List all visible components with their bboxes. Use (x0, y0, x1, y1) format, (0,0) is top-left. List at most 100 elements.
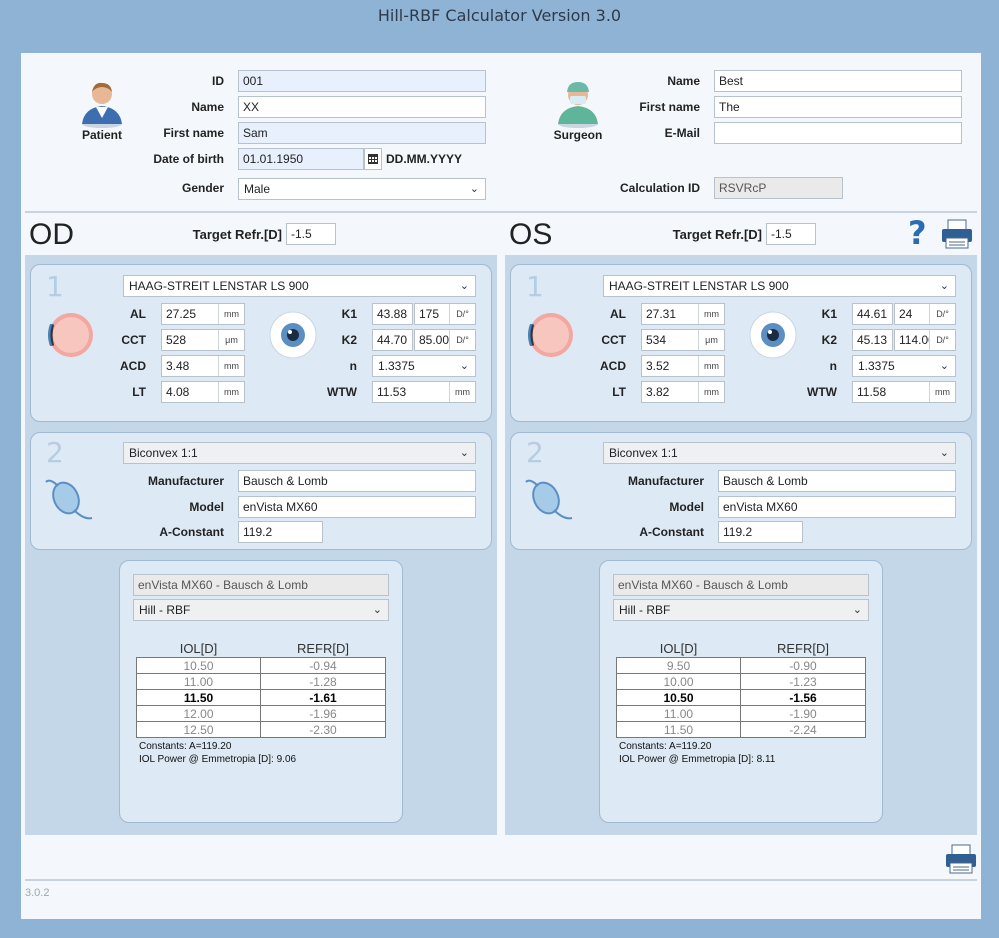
table-row[interactable]: 12.00 -1.96 (136, 705, 386, 722)
os-lens-type-select[interactable]: Biconvex 1:1 ⌄ (603, 442, 956, 464)
os-lt-input[interactable]: 3.82 mm (641, 381, 725, 403)
unit-mm: mm (698, 382, 724, 402)
patient-first-name-input[interactable]: Sam (238, 122, 486, 144)
od-target-label: Target Refr.[D] (192, 227, 282, 242)
help-icon[interactable]: ? (908, 214, 927, 252)
print-icon[interactable] (940, 218, 974, 250)
od-k2-axis-value: 85.00 (419, 333, 450, 347)
os-wtw-input[interactable]: 11.58 mm (852, 381, 956, 403)
surgeon-avatar-icon (554, 78, 602, 128)
os-manufacturer-input[interactable]: Bausch & Lomb (718, 470, 956, 492)
os-formula-select[interactable]: Hill - RBF ⌄ (613, 599, 869, 621)
unit-um: μm (218, 330, 244, 350)
surgeon-name-input[interactable]: Best (714, 70, 962, 92)
unit-mm: mm (449, 382, 475, 402)
od-manufacturer-input[interactable]: Bausch & Lomb (238, 470, 476, 492)
patient-avatar-icon (78, 78, 126, 128)
unit-diopter: D/° (929, 304, 955, 324)
os-target-input[interactable]: -1.5 (766, 223, 816, 245)
table-row[interactable]: 10.00 -1.23 (616, 673, 866, 690)
od-biometer-select[interactable]: HAAG-STREIT LENSTAR LS 900 ⌄ (123, 275, 476, 297)
od-k1-input[interactable]: 43.88 (372, 303, 413, 325)
od-k2-label: K2 (341, 333, 357, 347)
od-k1-axis-input[interactable]: 175 D/° (414, 303, 476, 325)
app-title: Hill-RBF Calculator Version 3.0 (377, 6, 622, 25)
od-formula-value: Hill - RBF (139, 603, 191, 617)
table-row-selected[interactable]: 10.50 -1.56 (616, 689, 866, 706)
od-aconst-input[interactable]: 119.2 (238, 521, 323, 543)
od-al-value: 27.25 (166, 307, 197, 321)
refr-cell: -0.90 (740, 657, 866, 674)
unit-mm: mm (218, 382, 244, 402)
os-cct-input[interactable]: 534 μm (641, 329, 725, 351)
od-wtw-value: 11.53 (377, 385, 407, 399)
os-cct-label: CCT (601, 333, 626, 347)
os-acd-label: ACD (600, 359, 626, 373)
os-constants: Constants: A=119.20 (619, 741, 712, 752)
os-k1-axis-input[interactable]: 24 D/° (894, 303, 956, 325)
os-n-select[interactable]: 1.3375 ⌄ (852, 355, 956, 377)
iol-cell: 12.50 (136, 721, 261, 738)
od-target-input[interactable]: -1.5 (286, 223, 336, 245)
od-biometer-value: HAAG-STREIT LENSTAR LS 900 (129, 279, 309, 293)
od-lt-value: 4.08 (166, 385, 190, 399)
table-row[interactable]: 9.50 -0.90 (616, 657, 866, 674)
od-lt-input[interactable]: 4.08 mm (161, 381, 245, 403)
surgeon-caption: Surgeon (553, 128, 603, 142)
od-formula-select[interactable]: Hill - RBF ⌄ (133, 599, 389, 621)
chevron-down-icon: ⌄ (469, 183, 479, 195)
surgeon-email-input[interactable] (714, 122, 962, 144)
os-aconst-input[interactable]: 119.2 (718, 521, 803, 543)
patient-id-label: ID (212, 74, 224, 88)
os-al-value: 27.31 (646, 307, 677, 321)
version-label: 3.0.2 (25, 887, 50, 899)
refr-cell: -2.24 (740, 721, 866, 738)
od-model-input[interactable]: enVista MX60 (238, 496, 476, 518)
od-heading: OD (29, 218, 74, 251)
calculation-id-field: RSVRcP (714, 177, 843, 199)
patient-id-input[interactable]: 001 (238, 70, 486, 92)
od-aconst-label: A-Constant (159, 525, 224, 539)
od-section-number-2: 2 (46, 436, 64, 469)
od-cct-label: CCT (121, 333, 146, 347)
os-model-input[interactable]: enVista MX60 (718, 496, 956, 518)
table-row[interactable]: 11.00 -1.90 (616, 705, 866, 722)
os-k2-input[interactable]: 45.13 (852, 329, 893, 351)
table-row[interactable]: 11.00 -1.28 (136, 673, 386, 690)
od-k2-axis-input[interactable]: 85.00 D/° (414, 329, 476, 351)
od-wtw-input[interactable]: 11.53 mm (372, 381, 476, 403)
os-acd-value: 3.52 (646, 359, 670, 373)
dob-label: Date of birth (153, 152, 224, 166)
print-icon[interactable] (944, 843, 978, 875)
table-row[interactable]: 11.50 -2.24 (616, 721, 866, 738)
table-row-selected[interactable]: 11.50 -1.61 (136, 689, 386, 706)
od-emmetropia-power: IOL Power @ Emmetropia [D]: 9.06 (139, 754, 297, 765)
unit-diopter: D/° (929, 330, 955, 350)
calendar-icon[interactable] (364, 148, 382, 170)
os-lens-type-value: Biconvex 1:1 (609, 446, 678, 460)
table-row[interactable]: 10.50 -0.94 (136, 657, 386, 674)
gender-select[interactable]: Male ⌄ (238, 178, 486, 200)
os-k2-axis-input[interactable]: 114.00 D/° (894, 329, 956, 351)
table-row[interactable]: 12.50 -2.30 (136, 721, 386, 738)
dob-input[interactable]: 01.01.1950 (238, 148, 364, 170)
os-n-label: n (829, 359, 837, 373)
os-section-number-1: 1 (526, 270, 544, 303)
os-al-input[interactable]: 27.31 mm (641, 303, 725, 325)
os-biometer-select[interactable]: HAAG-STREIT LENSTAR LS 900 ⌄ (603, 275, 956, 297)
od-acd-input[interactable]: 3.48 mm (161, 355, 245, 377)
iol-cell: 9.50 (616, 657, 741, 674)
od-cct-input[interactable]: 528 μm (161, 329, 245, 351)
os-k1-input[interactable]: 44.61 (852, 303, 893, 325)
refr-cell: -1.61 (260, 689, 386, 706)
patient-name-input[interactable]: XX (238, 96, 486, 118)
od-al-input[interactable]: 27.25 mm (161, 303, 245, 325)
od-lens-type-select[interactable]: Biconvex 1:1 ⌄ (123, 442, 476, 464)
od-result-table: IOL[D] REFR[D] 10.50 -0.94 11.00 -1.28 11.5… (136, 640, 386, 738)
os-acd-input[interactable]: 3.52 mm (641, 355, 725, 377)
od-k2-input[interactable]: 44.70 (372, 329, 413, 351)
eye-anatomy-icon (44, 310, 94, 360)
od-n-select[interactable]: 1.3375 ⌄ (372, 355, 476, 377)
os-aconst-label: A-Constant (639, 525, 704, 539)
surgeon-first-name-input[interactable]: The (714, 96, 962, 118)
